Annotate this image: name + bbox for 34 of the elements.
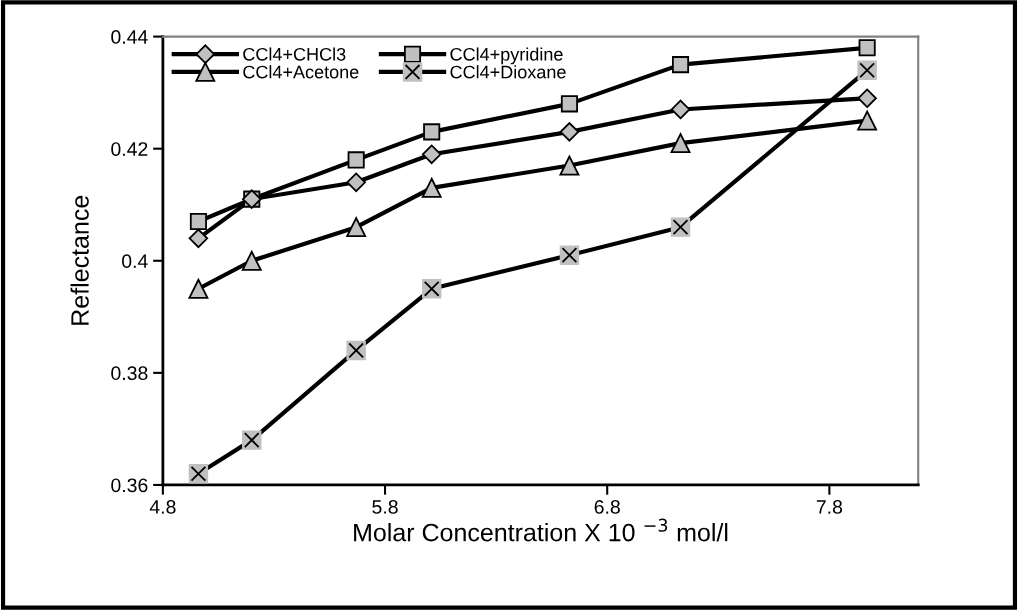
- point: [346, 217, 367, 238]
- point: [671, 56, 690, 74]
- point: [188, 278, 209, 299]
- y-tick-label: 0.44: [111, 30, 148, 44]
- x-tick-label: 6.8: [594, 500, 620, 514]
- point: [189, 213, 207, 231]
- x-axis-title: Molar Concentration X 10 $^{−3}$ mol/l: [354, 518, 728, 542]
- point: [421, 144, 442, 165]
- point: [559, 122, 580, 142]
- y-axis-title: Reflectance: [70, 195, 89, 325]
- point: [421, 177, 442, 198]
- point: [858, 39, 876, 57]
- point: [857, 110, 878, 131]
- y-tick-label: 0.42: [111, 142, 148, 156]
- y-tick-label: 0.36: [111, 478, 148, 493]
- point: [188, 228, 209, 249]
- x-tick-label: 4.8: [149, 500, 176, 514]
- point: [346, 172, 366, 193]
- x-tick-label: 7.8: [816, 500, 843, 514]
- point: [347, 151, 365, 169]
- point: [857, 88, 877, 108]
- point: [559, 155, 580, 176]
- legend-label: CCl4+Dioxane: [450, 65, 566, 79]
- point: [241, 250, 262, 271]
- y-tick-label: 0.38: [111, 366, 148, 381]
- legend-label: CCl4+pyridine: [450, 47, 563, 65]
- legend-label: CCl4+CHCl3: [243, 47, 346, 61]
- point: [670, 99, 691, 120]
- point: [560, 95, 578, 113]
- legend-label: CCl4+Acetone: [243, 65, 359, 79]
- point: [423, 123, 441, 141]
- y-tick-label: 0.4: [122, 254, 148, 269]
- x-tick-label: 5.8: [372, 500, 398, 514]
- point: [670, 133, 691, 154]
